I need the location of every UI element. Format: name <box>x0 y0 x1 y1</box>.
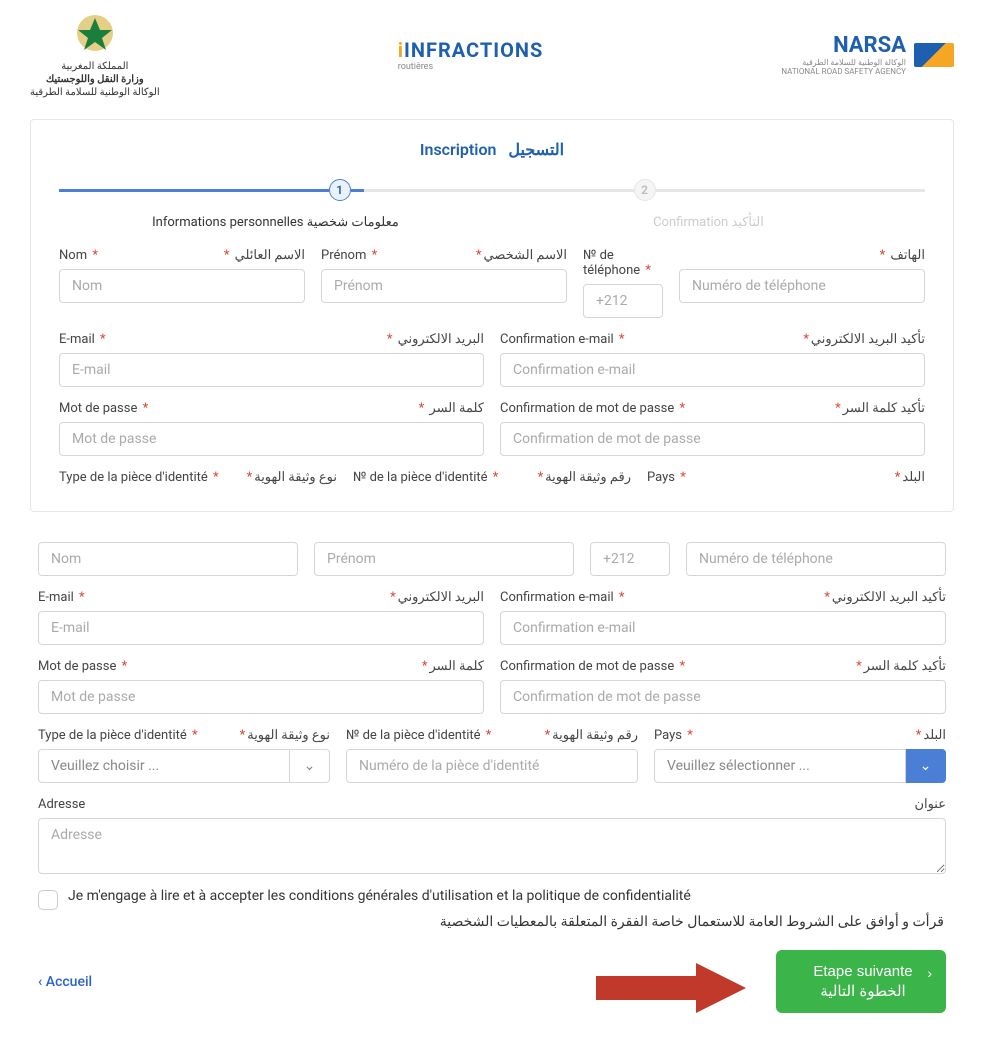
idnum-input[interactable] <box>346 749 638 783</box>
terms-text-ar: قرأت و أوافق على الشروط العامة للاستعمال… <box>38 914 946 930</box>
pays-select[interactable]: Veuillez sélectionner ... <box>654 749 906 783</box>
prenom-input[interactable] <box>321 269 567 303</box>
step-labels: Informations personnelles معلومات شخصية … <box>59 215 925 230</box>
ministry-text-ar2: وزارة النقل واللوجستيك <box>30 73 160 86</box>
confirm-email-input-2[interactable] <box>500 611 946 645</box>
chevron-right-icon: › <box>927 964 932 982</box>
step-1: 1 <box>329 179 351 201</box>
back-link[interactable]: ‹ Accueil <box>38 974 92 990</box>
prenom-input-2[interactable] <box>314 542 574 576</box>
tel-input-2[interactable] <box>686 542 946 576</box>
ministry-text-ar3: الوكالة الوطنية للسلامة الطرقية <box>30 86 160 99</box>
password-input-2[interactable] <box>38 680 484 714</box>
idtype-select[interactable]: Veuillez choisir ... <box>38 749 290 783</box>
confirm-password-input-2[interactable] <box>500 680 946 714</box>
terms-text-fr: Je m'engage à lire et à accepter les con… <box>68 888 691 904</box>
logo-ministry: المملكة المغربية وزارة النقل واللوجستيك … <box>30 10 160 99</box>
step-2: 2 <box>634 179 656 201</box>
tel-code-input-2[interactable] <box>590 542 670 576</box>
tel-input[interactable] <box>679 269 925 303</box>
nom-input-2[interactable] <box>38 542 298 576</box>
coat-of-arms-icon <box>72 10 118 56</box>
confirm-email-input[interactable] <box>500 353 925 387</box>
terms-checkbox[interactable] <box>38 890 58 910</box>
next-step-button[interactable]: Etape suivante الخطوة التالية › <box>776 950 946 1013</box>
chevron-left-icon: ‹ <box>38 974 42 990</box>
confirm-password-input[interactable] <box>500 422 925 456</box>
logo-narsa: NARSA الوكالة الوطنية للسلامة الطرقية NA… <box>781 33 954 76</box>
email-input-2[interactable] <box>38 611 484 645</box>
email-input[interactable] <box>59 353 484 387</box>
ministry-text-ar1: المملكة المغربية <box>30 60 160 73</box>
password-input[interactable] <box>59 422 484 456</box>
card-title: Inscription التسجيل <box>59 140 925 159</box>
chevron-down-icon[interactable]: ⌄ <box>906 749 946 783</box>
adresse-input[interactable] <box>38 818 946 874</box>
chevron-down-icon[interactable]: ⌄ <box>290 749 330 783</box>
nom-input[interactable] <box>59 269 305 303</box>
registration-card: Inscription التسجيل 1 2 Informations per… <box>30 119 954 512</box>
arrow-annotation-icon <box>596 958 746 1018</box>
header: المملكة المغربية وزارة النقل واللوجستيك … <box>0 0 984 109</box>
stepper: 1 2 <box>59 179 925 201</box>
logo-infractions: iINFRACTIONS routières <box>398 38 544 72</box>
narsa-stripe-icon <box>914 43 954 67</box>
form-lower: E-mail *البريد الالكتروني* Confirmation … <box>0 532 984 1043</box>
tel-code-input[interactable] <box>583 284 663 318</box>
